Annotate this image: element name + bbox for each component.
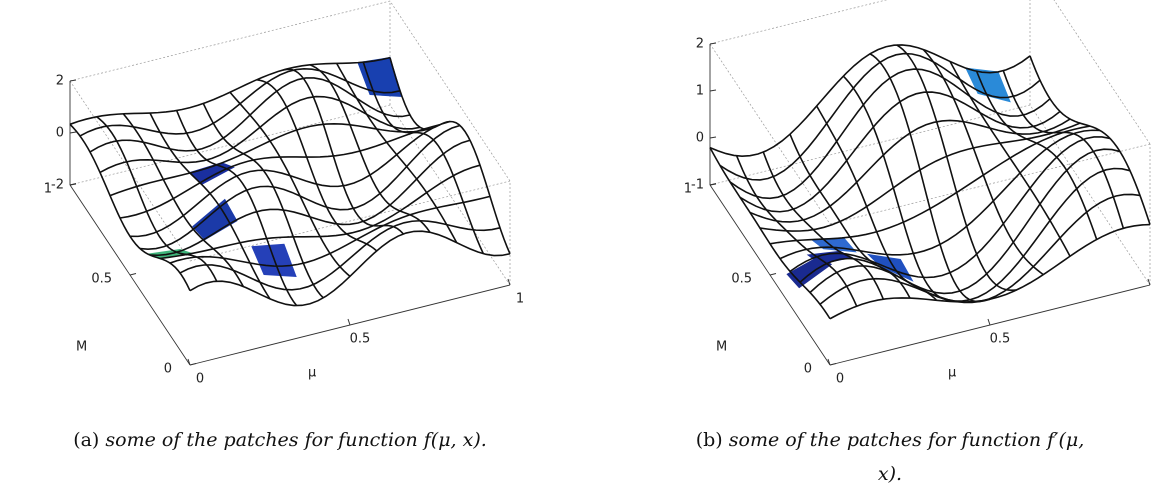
tick-mark [709, 136, 717, 139]
y-tick-label: 1 [44, 182, 52, 197]
mesh-line [389, 57, 511, 255]
caption-label: (b) [696, 429, 723, 451]
x-tick-label: 1 [516, 292, 524, 307]
z-tick-label: -2 [51, 178, 64, 193]
caption-label: (a) [73, 429, 99, 451]
y-tick-label: 0.5 [731, 272, 752, 287]
tick-mark [827, 358, 831, 366]
caption-text: some of the patches for function f′(μ, [729, 429, 1085, 451]
x-tick-label: 0.5 [350, 332, 371, 347]
mesh-line [89, 77, 411, 153]
y-axis-label: M [716, 340, 727, 355]
z-tick-label: 1 [696, 84, 704, 99]
tick-mark [987, 318, 991, 326]
y-tick-label: 0 [804, 362, 812, 377]
tick-mark [709, 183, 717, 186]
mesh-line [129, 120, 451, 238]
z-tick-label: 0 [696, 131, 704, 146]
z-tick-label: 0 [56, 126, 64, 141]
tick-mark [1147, 278, 1151, 286]
x-tick-label: 0 [196, 372, 204, 387]
tick-mark [769, 273, 777, 276]
x-tick-label: 0 [836, 372, 844, 387]
mesh-line [69, 56, 391, 126]
tick-mark [69, 131, 77, 134]
box-edge [829, 143, 1151, 225]
mesh-line [709, 44, 1031, 157]
z-tick-label: 2 [56, 74, 64, 89]
tick-mark [829, 363, 837, 366]
y-tick-label: 0 [164, 362, 172, 377]
y-tick-label: 0.5 [91, 272, 112, 287]
z-tick-label: -1 [691, 178, 704, 193]
z-tick-label: 2 [696, 37, 704, 52]
caption-continuation: x). [878, 463, 902, 485]
tick-mark [69, 79, 77, 82]
mesh-line [1029, 55, 1151, 225]
tick-mark [69, 183, 77, 186]
tick-mark [129, 273, 137, 276]
mesh-line [79, 67, 401, 137]
mesh-line [769, 125, 1091, 245]
tick-mark [709, 42, 717, 45]
box-edge [709, 104, 1031, 186]
tick-mark [189, 363, 197, 366]
box-edge [1029, 104, 1151, 286]
mesh-line [799, 148, 1121, 295]
y-tick-label: 1 [684, 182, 692, 197]
tick-mark [507, 278, 511, 286]
caption: (b) some of the patches for function f′(… [696, 429, 1085, 451]
x-axis-label: μ [948, 366, 956, 381]
caption: (a) some of the patches for function f(μ… [73, 429, 487, 451]
box-edge [389, 0, 511, 182]
mesh-line [335, 62, 458, 244]
mesh-line [149, 112, 271, 300]
mesh-line [949, 61, 1071, 257]
box-edge [709, 43, 831, 225]
mesh-line [829, 223, 1151, 320]
patch [786, 255, 833, 289]
box-edge [1053, 0, 1151, 145]
caption-text: some of the patches for function f(μ, x)… [105, 429, 486, 451]
tick-mark [347, 318, 351, 326]
box-edge [709, 0, 888, 45]
mesh-line [975, 70, 1098, 240]
mesh-line [179, 219, 501, 291]
patch [192, 198, 238, 241]
mesh-line [362, 61, 485, 255]
box-edge [189, 180, 511, 262]
mesh-line [1002, 70, 1125, 229]
box-edge [69, 0, 391, 82]
y-axis-label: M [76, 340, 87, 355]
x-axis-label: μ [308, 366, 316, 381]
mesh-line [139, 124, 461, 250]
tick-mark [187, 358, 191, 366]
mesh-line [719, 52, 1041, 181]
x-tick-label: 0.5 [990, 332, 1011, 347]
tick-mark [709, 89, 717, 92]
